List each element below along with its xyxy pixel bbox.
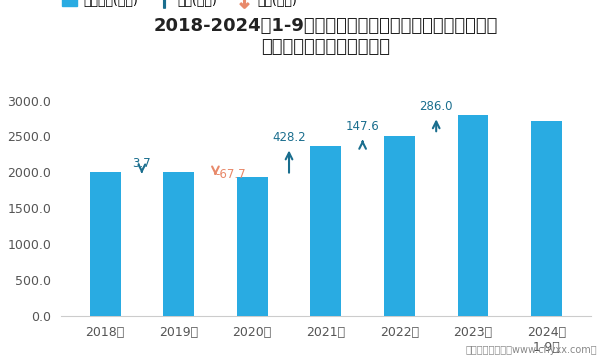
Bar xyxy=(457,115,488,316)
Bar xyxy=(384,136,415,316)
Bar xyxy=(237,177,268,316)
Text: -67.7: -67.7 xyxy=(216,168,246,181)
Text: 147.6: 147.6 xyxy=(346,120,379,134)
Bar xyxy=(531,121,562,316)
Text: 3.7: 3.7 xyxy=(133,157,151,170)
Bar xyxy=(163,172,194,316)
Bar xyxy=(90,172,121,316)
Bar xyxy=(311,146,341,316)
Text: 制图：智研咨询（www.chyxx.com）: 制图：智研咨询（www.chyxx.com） xyxy=(465,345,597,355)
Text: 428.2: 428.2 xyxy=(272,131,306,144)
Legend: 出口货值(亿元), 增加(亿元), 减少(亿元): 出口货值(亿元), 增加(亿元), 减少(亿元) xyxy=(62,0,297,8)
Title: 2018-2024年1-9月全国铁路、船舶、航空航天和其他运输
设备制造业出口货值统计图: 2018-2024年1-9月全国铁路、船舶、航空航天和其他运输 设备制造业出口货… xyxy=(153,17,498,56)
Text: 286.0: 286.0 xyxy=(420,100,453,113)
